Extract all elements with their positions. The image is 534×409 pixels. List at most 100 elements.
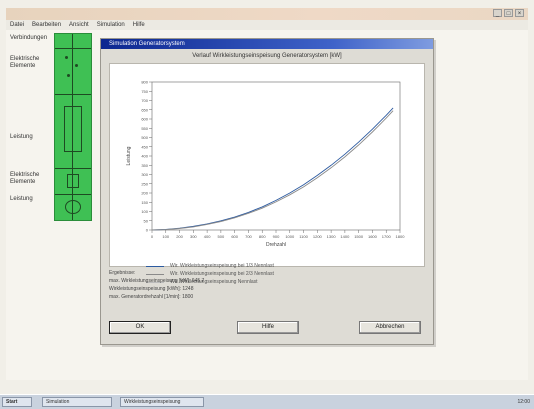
x-tick-label: 400	[204, 234, 211, 239]
window-controls: _ □ ×	[493, 9, 524, 17]
x-tick-label: 1200	[313, 234, 323, 239]
schematic-bus-line	[72, 34, 73, 220]
line-chart: 0 50 100 150 200 250 300 350 400 450 500 550 600 650 7…	[126, 80, 406, 249]
side-label-elemente-2: Elektrische Elemente	[10, 172, 40, 185]
circuit-schematic[interactable]	[54, 33, 92, 221]
schematic-divider	[55, 168, 91, 169]
y-tick-label: 350	[141, 163, 148, 168]
x-tick-label: 1400	[340, 234, 350, 239]
schematic-node	[75, 64, 78, 67]
x-tick-label: 300	[190, 234, 197, 239]
y-tick-label: 550	[141, 126, 148, 131]
y-tick-label: 400	[141, 154, 148, 159]
x-tick-label: 1700	[382, 234, 392, 239]
simulation-dialog: Simulation Generatorsystem Verlauf Wirkl…	[100, 38, 434, 345]
x-tick-label: 1000	[285, 234, 295, 239]
schematic-divider	[55, 194, 91, 195]
result-line: max. Wirkleistungseinspeisung [kW]: 645.…	[109, 278, 205, 284]
x-tick-label: 200	[176, 234, 183, 239]
legend-label: Wir. Wirkleistungseinspeisung Nennlast	[170, 279, 258, 285]
ok-button[interactable]: OK	[109, 321, 171, 334]
schematic-component	[67, 174, 79, 188]
dialog-title-bar[interactable]: Simulation Generatorsystem	[101, 39, 433, 49]
x-tick-label: 1300	[327, 234, 337, 239]
y-tick-label: 450	[141, 144, 148, 149]
minimize-button[interactable]: _	[493, 9, 502, 17]
legend-entry: Wir. Wirkleistungseinspeisung bei 1/3 Ne…	[146, 262, 426, 270]
y-tick-label: 800	[141, 80, 148, 85]
x-tick-label: 700	[245, 234, 252, 239]
x-tick-label: 0	[151, 234, 154, 239]
menu-simulation[interactable]: Simulation	[96, 22, 125, 28]
clock: 12:00	[517, 399, 530, 405]
schematic-component	[64, 106, 82, 152]
chart-panel: 0 50 100 150 200 250 300 350 400 450 500 550 600 650 7…	[109, 63, 425, 285]
results-section: Ergebnisse: max. Wirkleistungseinspeisun…	[109, 269, 429, 301]
close-button[interactable]: ×	[515, 9, 524, 17]
plot-area	[151, 81, 401, 231]
legend-label: Wir. Wirkleistungseinspeisung bei 2/3 Ne…	[170, 271, 274, 277]
schematic-node	[65, 56, 68, 59]
legend-swatch	[146, 265, 164, 267]
legend-swatch	[146, 273, 164, 275]
menu-hilfe[interactable]: Hilfe	[132, 22, 145, 28]
taskbar-item-chart[interactable]: Wirkleistungseinspeisung	[120, 397, 204, 407]
series-line-2	[151, 110, 394, 231]
x-tick-label: 600	[231, 234, 238, 239]
x-tick-label: 1500	[354, 234, 364, 239]
x-tick-label: 100	[162, 234, 169, 239]
y-tick-label: 600	[141, 117, 148, 122]
schematic-generator	[65, 200, 81, 214]
chart-legend: Wir. Wirkleistungseinspeisung bei 1/3 Ne…	[146, 262, 426, 286]
legend-entry: Wir. Wirkleistungseinspeisung Nennlast	[146, 278, 426, 286]
y-axis-label: Leistung	[126, 146, 132, 165]
cancel-button[interactable]: Abbrechen	[359, 321, 421, 334]
side-label-leistung-1: Leistung	[10, 134, 33, 140]
schematic-node	[67, 74, 70, 77]
x-tick-label: 500	[218, 234, 225, 239]
y-tick-label: 750	[141, 89, 148, 94]
taskbar: Start Simulation Wirkleistungseinspeisun…	[0, 394, 534, 409]
x-axis-label: Drehzahl	[266, 242, 286, 248]
x-tick-label: 800	[259, 234, 266, 239]
help-button[interactable]: Hilfe	[237, 321, 299, 334]
side-label-elemente-1: Elektrische Elemente	[10, 56, 40, 69]
side-label-leistung-2: Leistung	[10, 196, 33, 202]
legend-label: Wir. Wirkleistungseinspeisung bei 1/3 Ne…	[170, 263, 274, 269]
legend-entry: Wir. Wirkleistungseinspeisung bei 2/3 Ne…	[146, 270, 426, 278]
x-tick-label: 1100	[299, 234, 308, 239]
side-label-verbindungen: Verbindungen	[10, 35, 48, 41]
schematic-divider	[55, 94, 91, 95]
x-tick-label: 1800	[396, 234, 406, 239]
menu-bar: Datei Bearbeiten Ansicht Simulation Hilf…	[6, 20, 528, 30]
start-button[interactable]: Start	[2, 397, 32, 407]
schematic-divider	[55, 48, 91, 49]
x-tick-label: 900	[273, 234, 280, 239]
menu-datei[interactable]: Datei	[10, 22, 25, 28]
system-tray: 12:00	[517, 397, 530, 407]
taskbar-item-simulation[interactable]: Simulation	[42, 397, 112, 407]
legend-swatch	[146, 281, 164, 283]
y-tick-label: 250	[141, 181, 148, 186]
result-line: max. Generatordrehzahl [1/min]: 1800	[109, 294, 194, 300]
results-header: Ergebnisse:	[109, 270, 136, 276]
y-tick-label: 150	[141, 200, 148, 205]
y-tick-label: 700	[141, 98, 148, 103]
x-tick-label: 1600	[368, 234, 378, 239]
main-title-bar[interactable]: _ □ ×	[6, 8, 528, 20]
chart-heading: Verlauf Wirkleistungseinspeisung Generat…	[192, 53, 342, 59]
y-tick-label: 500	[141, 135, 148, 140]
dialog-title: Simulation Generatorsystem	[109, 41, 185, 47]
y-tick-label: 50	[144, 218, 149, 223]
menu-bearbeiten[interactable]: Bearbeiten	[32, 22, 62, 28]
y-tick-label: 100	[141, 209, 148, 214]
maximize-button[interactable]: □	[504, 9, 513, 17]
y-tick-label: 300	[141, 172, 148, 177]
y-tick-label: 0	[146, 228, 149, 233]
menu-ansicht[interactable]: Ansicht	[69, 22, 89, 28]
y-tick-label: 200	[141, 191, 148, 196]
result-line: Wirkleistungseinspeisung [kWh]: 1248	[109, 286, 194, 292]
series-line-1	[151, 107, 394, 231]
y-tick-label: 650	[141, 107, 148, 112]
